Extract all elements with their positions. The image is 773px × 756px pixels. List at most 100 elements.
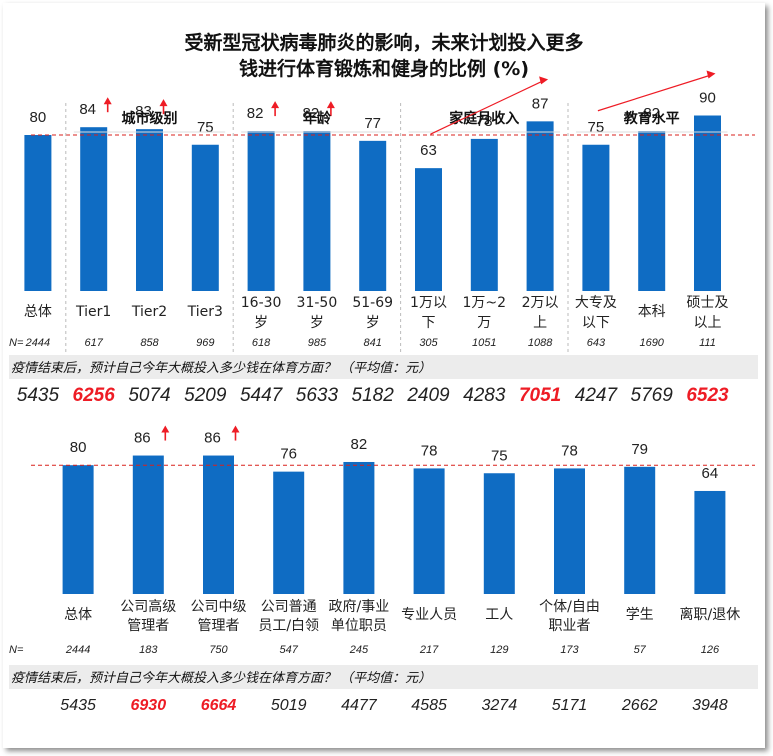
question-band: [9, 665, 758, 689]
category-label-9: 上: [533, 315, 547, 331]
n-count-6: 129: [490, 644, 508, 656]
value-label-9: 64: [702, 465, 719, 482]
category-label-4: 政府/事业: [329, 599, 390, 615]
n-count-3: 547: [280, 644, 299, 656]
bar-0: [62, 465, 94, 594]
category-label-5: 31-50: [297, 295, 338, 311]
n-count-4: 618: [252, 337, 271, 349]
value-label-0: 80: [70, 439, 87, 456]
question-text: 疫情结束后，预计自己今年大概投入多少钱在体育方面？ （平均值：元）: [11, 670, 431, 686]
avg-spend-3: 5209: [184, 385, 227, 406]
avg-spend-11: 5769: [631, 385, 674, 406]
up-arrow-head: [271, 101, 280, 109]
category-label-3: 公司普通: [261, 599, 317, 615]
up-arrow-head: [326, 101, 335, 109]
category-label-11: 本科: [638, 304, 666, 320]
group-label-3: 家庭月收入: [449, 110, 519, 127]
value-label-6: 77: [364, 115, 381, 132]
value-label-4: 82: [351, 436, 368, 453]
value-label-3: 76: [280, 446, 297, 463]
category-label-1: 公司高级: [120, 598, 176, 615]
n-count-8: 1051: [472, 337, 496, 349]
category-label-7: 个体/自由: [539, 599, 600, 615]
bar-1: [132, 455, 164, 594]
bar-12: [694, 115, 721, 291]
bar-3: [191, 144, 219, 291]
bar-2: [136, 129, 163, 291]
value-label-0: 80: [30, 109, 47, 126]
n-count-2: 750: [209, 644, 228, 656]
category-label-4: 单位职员: [331, 618, 387, 634]
bar-4: [343, 461, 375, 594]
group-label-1: 城市级别: [122, 110, 178, 127]
avg-spend-1: 6930: [131, 697, 167, 714]
trend-arrow-head-3: [539, 76, 549, 85]
category-label-0: 总体: [24, 304, 52, 320]
avg-spend-4: 5447: [240, 385, 284, 406]
bar-9: [526, 121, 554, 291]
bar-9: [694, 490, 726, 594]
value-label-2: 83: [135, 103, 152, 120]
category-label-5: 专业人员: [401, 607, 457, 623]
avg-spend-9: 7051: [519, 385, 561, 406]
avg-spend-0: 5435: [60, 697, 96, 714]
avg-spend-2: 6664: [201, 697, 237, 714]
bar-1: [80, 127, 108, 291]
category-label-7: 1万以: [410, 295, 447, 311]
value-label-7: 63: [420, 142, 437, 159]
avg-spend-2: 5074: [128, 385, 170, 406]
question-band: [9, 355, 758, 379]
n-count-12: 111: [699, 337, 716, 349]
value-label-5: 78: [421, 442, 438, 459]
value-label-1: 84: [79, 101, 96, 118]
n-count-1: 617: [85, 337, 104, 349]
bar-5: [303, 131, 331, 291]
category-label-12: 以上: [694, 315, 722, 331]
n-count-7: 305: [419, 337, 438, 349]
category-label-1: Tier1: [75, 304, 111, 320]
category-label-7: 下: [422, 315, 436, 331]
category-label-7: 职业者: [549, 618, 591, 634]
avg-spend-1: 6256: [73, 385, 116, 406]
value-label-8: 78: [476, 113, 493, 130]
n-prefix: N=: [9, 337, 24, 349]
avg-spend-9: 3948: [692, 697, 728, 714]
value-label-11: 82: [643, 105, 660, 122]
bar-0: [24, 135, 52, 291]
n-count-11: 1690: [639, 337, 664, 349]
value-label-2: 86: [204, 430, 221, 447]
category-label-9: 离职/退休: [680, 606, 741, 623]
category-label-6: 工人: [485, 607, 513, 623]
value-label-3: 75: [197, 119, 214, 136]
avg-spend-6: 5182: [352, 385, 395, 406]
section-demographics: 80 84 83 75 82 82 77 63 78 87 75 82 90 总体 Tier1 Tier2 Ti…: [9, 70, 758, 406]
bar-4: [247, 131, 275, 291]
bar-10: [582, 144, 610, 291]
value-label-4: 82: [247, 105, 264, 122]
category-label-6: 岁: [366, 315, 380, 331]
avg-spend-7: 2409: [406, 385, 450, 406]
n-count-6: 841: [364, 337, 382, 349]
up-arrow-head: [103, 97, 112, 105]
value-label-7: 78: [561, 442, 578, 459]
category-label-12: 硕士及: [687, 295, 729, 311]
avg-spend-10: 4247: [575, 385, 619, 406]
category-label-8: 1万~2: [463, 295, 507, 311]
bar-7: [415, 168, 442, 291]
up-arrow-head: [231, 425, 240, 433]
category-label-3: Tier3: [187, 304, 223, 320]
bar-6: [483, 473, 515, 594]
bar-8: [624, 466, 656, 594]
trend-arrow-line-4: [597, 74, 710, 112]
n-count-9: 1088: [528, 337, 553, 349]
category-label-4: 岁: [254, 315, 268, 331]
value-label-6: 75: [491, 447, 508, 464]
category-label-2: 管理者: [198, 618, 240, 634]
chart-title-line-2: 钱进行体育锻炼和健身的比例 (%): [239, 57, 529, 80]
category-label-2: Tier2: [131, 304, 167, 320]
up-arrow-head: [159, 99, 168, 107]
category-label-4: 16-30: [241, 295, 282, 311]
chart-title-line-1: 受新型冠状病毒肺炎的影响，未来计划投入更多: [184, 31, 583, 54]
bar-2: [203, 455, 234, 594]
chart-svg: 受新型冠状病毒肺炎的影响，未来计划投入更多 钱进行体育锻炼和健身的比例 (%) …: [9, 31, 758, 714]
